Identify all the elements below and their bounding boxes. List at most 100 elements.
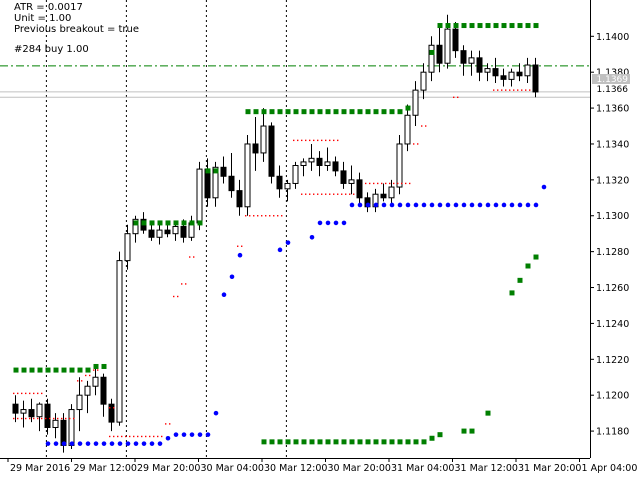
ask-price-tag: 1.1366: [592, 84, 630, 96]
breakout-high-marker: [333, 109, 339, 115]
stop-low-marker: [445, 202, 451, 208]
time-tick-label: 29 Mar 20:00: [137, 463, 200, 474]
stop-low-marker: [317, 220, 323, 226]
stop-high-marker: [505, 89, 507, 91]
breakout-low-marker: [317, 439, 323, 445]
stop-high-marker: [305, 193, 307, 195]
breakout-high-marker: [93, 363, 99, 369]
stop-low-marker: [85, 441, 91, 446]
bull-candle-body: [196, 168, 203, 224]
breakout-low-marker: [469, 428, 475, 434]
bull-candle-body: [92, 376, 99, 387]
stop-high-marker: [321, 139, 323, 142]
breakout-high-marker: [493, 23, 499, 29]
bull-candle-body: [396, 143, 403, 188]
stop-low-marker: [141, 441, 147, 446]
stop-high-marker: [345, 193, 347, 195]
stop-high-marker: [93, 369, 95, 371]
stop-high-marker: [89, 374, 91, 377]
breakout-high-marker: [61, 367, 67, 373]
stop-low-marker: [45, 441, 51, 446]
time-tick-label: 30 Mar 12:00: [264, 463, 327, 474]
stop-low-marker: [541, 184, 547, 190]
price-tick-label: 1.1380: [596, 68, 629, 79]
stop-high-marker: [337, 193, 339, 195]
stop-high-marker: [17, 417, 19, 420]
breakout-high-marker: [45, 367, 51, 373]
price-tick-label: 1.1220: [596, 355, 629, 366]
breakout-low-marker: [349, 439, 355, 445]
stop-high-marker: [521, 89, 523, 91]
breakout-high-marker: [141, 220, 147, 226]
breakout-high-marker: [133, 220, 139, 226]
bull-candle-body: [524, 64, 531, 77]
stop-low-marker: [77, 441, 83, 446]
breakout-high-marker: [397, 109, 403, 115]
stop-low-marker: [109, 441, 115, 446]
stop-high-marker: [529, 89, 531, 91]
bull-candle-body: [212, 166, 219, 199]
breakout-high-marker: [173, 220, 179, 226]
stop-high-marker: [413, 143, 415, 145]
stop-high-marker: [377, 182, 379, 185]
stop-high-marker: [53, 417, 55, 420]
stop-low-marker: [429, 202, 435, 208]
stop-high-marker: [69, 417, 71, 420]
stop-high-marker: [73, 417, 75, 420]
bear-candle-body: [452, 28, 459, 52]
stop-low-marker: [325, 220, 331, 226]
stop-high-marker: [409, 182, 411, 185]
bull-candle-body: [388, 186, 395, 199]
breakout-low-marker: [381, 439, 387, 445]
time-tick-label: 30 Mar 20:00: [328, 463, 391, 474]
stop-high-marker: [41, 417, 43, 420]
stop-high-marker: [25, 392, 27, 395]
stop-low-marker: [413, 202, 419, 208]
stop-high-marker: [389, 182, 391, 185]
stop-high-marker: [33, 417, 35, 420]
stop-high-marker: [513, 89, 515, 91]
stop-high-marker: [293, 139, 295, 142]
stop-low-marker: [309, 234, 315, 240]
stop-high-marker: [309, 139, 311, 142]
bull-candle-body: [412, 89, 419, 116]
stop-high-marker: [353, 193, 355, 195]
stop-high-marker: [249, 215, 251, 217]
bull-candle-body: [172, 226, 179, 235]
breakout-high-marker: [101, 363, 107, 369]
bull-candle-body: [116, 260, 123, 423]
breakout-low-marker: [517, 277, 523, 283]
stop-high-marker: [157, 435, 159, 438]
breakout-high-marker: [69, 367, 75, 373]
stop-low-marker: [525, 202, 531, 208]
breakout-high-marker: [461, 23, 467, 29]
stop-high-marker: [309, 193, 311, 195]
stop-high-marker: [333, 193, 335, 195]
stop-low-marker: [93, 441, 99, 446]
indicator-levels: [13, 23, 547, 446]
breakout-low-marker: [429, 435, 435, 441]
time-tick-label: 31 Mar 20:00: [518, 463, 581, 474]
stop-low-marker: [437, 202, 443, 208]
breakout-low-marker: [437, 432, 443, 438]
stop-high-marker: [121, 435, 123, 438]
stop-high-marker: [113, 407, 115, 409]
bull-candle-body: [52, 419, 59, 428]
stop-high-marker: [325, 139, 327, 142]
breakout-low-marker: [405, 439, 411, 445]
breakout-high-marker: [517, 23, 523, 29]
breakout-high-marker: [381, 109, 387, 115]
bull-candle-body: [132, 218, 139, 235]
price-tick-label: 1.1320: [596, 175, 629, 186]
stop-high-marker: [181, 283, 183, 285]
bull-candle-body: [156, 229, 163, 238]
stop-high-marker: [245, 215, 247, 217]
stop-low-marker: [349, 202, 355, 208]
breakout-low-marker: [365, 439, 371, 445]
stop-high-marker: [185, 283, 187, 285]
bear-candle-body: [28, 409, 35, 418]
bull-candle-body: [284, 182, 291, 190]
stop-high-marker: [169, 423, 171, 425]
